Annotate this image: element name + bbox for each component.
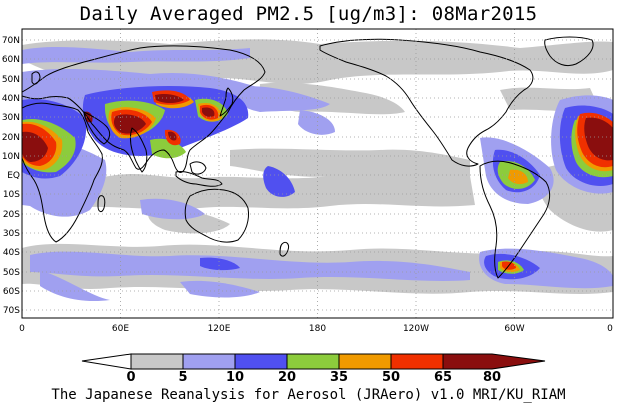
colorbar-segment: [390, 353, 444, 370]
map-title: Daily Averaged PM2.5 [ug/m3]: 08Mar2015: [79, 3, 538, 25]
lat-label: 30N: [2, 113, 20, 123]
colorbar-tick-label: 50: [382, 370, 400, 385]
lon-labels: 0 60E 120E 180 120W 60W 0: [19, 324, 613, 334]
lat-label: 50S: [3, 268, 20, 278]
colorbar-segment: [234, 353, 288, 370]
colorbar-tick-label: 5: [178, 370, 187, 385]
gridlines: [22, 29, 613, 318]
coastline-madagascar: [97, 195, 106, 213]
coastline-borneo: [189, 161, 207, 175]
lon-label: 180: [309, 324, 326, 334]
coastline-new-zealand: [279, 241, 289, 257]
colorbar-segment: [338, 353, 392, 370]
lat-label: EQ: [7, 171, 20, 181]
coastline-arabia: [83, 111, 111, 145]
colorbar-segment: [81, 353, 132, 370]
coastline-eurasia: [22, 45, 266, 173]
lat-label: 40N: [2, 94, 20, 104]
lat-label: 30S: [3, 229, 20, 239]
coastline-uk: [31, 71, 41, 85]
lon-label: 120E: [208, 324, 231, 334]
coastline-north-america: [319, 38, 534, 167]
colorbar-tick-label: 65: [434, 370, 452, 385]
pm25-field: [22, 29, 613, 318]
lon-label: 0: [607, 324, 613, 334]
coastline-indonesia: [175, 171, 223, 187]
lat-labels: 70N 60N 50N 40N 30N 20N 10N EQ 10S 20S 3…: [2, 36, 20, 316]
colorbar-segment: [182, 353, 236, 370]
lat-label: 40S: [3, 248, 20, 258]
lon-label: 120W: [403, 324, 429, 334]
coastlines: [22, 36, 594, 279]
coastline-greenland: [544, 36, 594, 67]
level-80-areas: [22, 93, 613, 162]
colorbar-segment: [130, 353, 184, 370]
colorbar: [81, 353, 546, 370]
lon-label: 0: [19, 324, 25, 334]
colorbar-tick-label: 80: [483, 370, 501, 385]
colorbar-tick-label: 35: [330, 370, 348, 385]
map-frame: [21, 28, 614, 319]
lat-label: 70N: [2, 36, 20, 46]
colorbar-tick-label: 20: [278, 370, 296, 385]
coastline-australia: [184, 188, 249, 243]
coastline-south-america: [479, 160, 551, 279]
lat-label: 10N: [2, 152, 20, 162]
colorbar-tick-label: 0: [126, 370, 135, 385]
lat-label: 60S: [3, 287, 20, 297]
lat-label: 10S: [3, 190, 20, 200]
colorbar-ticks: 0 5 10 20 35 50 65 80: [126, 370, 501, 385]
lat-label: 60N: [2, 55, 20, 65]
lon-label: 60E: [112, 324, 129, 334]
lat-label: 20N: [2, 133, 20, 143]
coastline-japan: [219, 87, 234, 117]
colorbar-tick-label: 10: [226, 370, 244, 385]
footer-credit: The Japanese Reanalysis for Aerosol (JRA…: [51, 387, 566, 403]
lon-label: 60W: [504, 324, 524, 334]
coastline-india: [130, 127, 148, 173]
lat-label: 50N: [2, 75, 20, 85]
lat-label: 70S: [3, 306, 20, 316]
colorbar-segment: [442, 353, 546, 370]
colorbar-segment: [286, 353, 340, 370]
lat-label: 20S: [3, 210, 20, 220]
coastline-africa: [22, 102, 103, 243]
